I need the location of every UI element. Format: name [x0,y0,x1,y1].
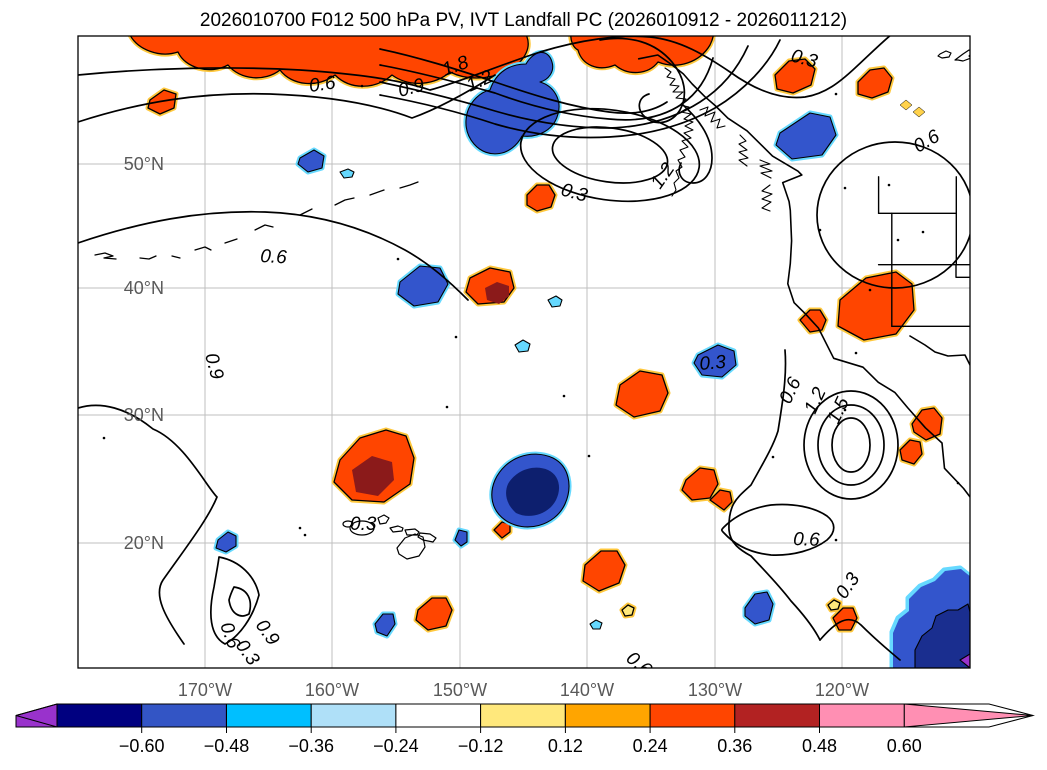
svg-text:50°N: 50°N [124,154,164,174]
svg-text:0.3: 0.3 [350,514,377,535]
svg-text:130°W: 130°W [688,680,742,700]
svg-text:170°W: 170°W [178,680,232,700]
svg-text:0.6: 0.6 [793,529,821,551]
svg-text:120°W: 120°W [815,680,869,700]
svg-text:0.12: 0.12 [548,736,583,756]
svg-text:0.48: 0.48 [802,736,837,756]
svg-text:−0.60: −0.60 [119,736,165,756]
svg-text:0.6: 0.6 [308,72,338,97]
svg-text:150°W: 150°W [433,680,487,700]
svg-text:0.6: 0.6 [775,374,805,407]
svg-text:40°N: 40°N [124,278,164,298]
svg-text:−0.24: −0.24 [373,736,419,756]
svg-text:0.60: 0.60 [887,736,922,756]
svg-text:−0.36: −0.36 [288,736,334,756]
svg-text:140°W: 140°W [560,680,614,700]
svg-text:0.9: 0.9 [251,616,284,650]
svg-text:0.6: 0.6 [260,246,288,268]
svg-text:0.9: 0.9 [200,351,227,382]
svg-text:0.6: 0.6 [910,126,944,158]
svg-text:160°W: 160°W [305,680,359,700]
svg-text:−0.48: −0.48 [204,736,250,756]
svg-text:0.6: 0.6 [622,648,656,681]
svg-text:0.24: 0.24 [633,736,668,756]
svg-text:1.5: 1.5 [823,394,853,427]
svg-text:−0.12: −0.12 [458,736,504,756]
svg-text:30°N: 30°N [124,405,164,425]
svg-text:20°N: 20°N [124,533,164,553]
svg-text:0.3: 0.3 [699,352,728,375]
svg-text:0.36: 0.36 [717,736,752,756]
svg-text:0.3: 0.3 [559,180,590,207]
svg-text:0.3: 0.3 [832,569,865,603]
